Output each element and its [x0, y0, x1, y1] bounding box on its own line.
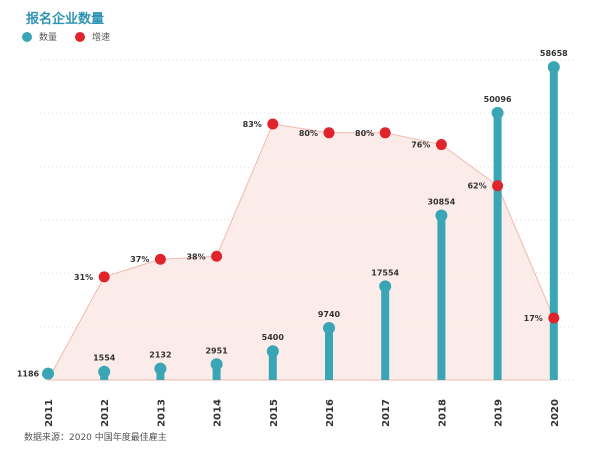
- x-tick-2013: 2013: [156, 399, 167, 427]
- growth-point-2012: [98, 271, 110, 283]
- growth-point-2016: [323, 127, 335, 139]
- count-label-2018: 30854: [427, 197, 455, 206]
- legend-count-label: 数量: [39, 33, 58, 43]
- growth-point-2014: [211, 250, 223, 262]
- count-label-2019: 50096: [484, 95, 512, 104]
- count-label-2013: 2132: [149, 351, 171, 360]
- source-note: 数据来源：2020 中国年度最佳雇主: [24, 433, 167, 443]
- x-tick-2019: 2019: [494, 399, 505, 427]
- count-point-2013: [154, 362, 167, 375]
- growth-label-2014: 38%: [186, 252, 205, 261]
- growth-point-2017: [379, 127, 391, 139]
- growth-point-2013: [154, 253, 166, 265]
- count-label-2014: 2951: [205, 346, 228, 355]
- x-tick-2017: 2017: [381, 399, 392, 427]
- count-bar-2018: [437, 215, 446, 380]
- count-point-2019: [491, 106, 504, 119]
- count-label-2016: 9740: [318, 310, 341, 319]
- legend-growth-swatch: [75, 31, 86, 42]
- count-bar-2014: [212, 364, 221, 380]
- count-label-2011: 1186: [17, 370, 40, 379]
- x-tick-2014: 2014: [213, 399, 224, 427]
- x-tick-2012: 2012: [100, 399, 111, 427]
- count-point-2015: [266, 345, 279, 358]
- growth-point-2019: [492, 180, 504, 192]
- count-point-2017: [379, 280, 392, 293]
- count-bar-2017: [381, 286, 390, 380]
- count-bar-2019: [493, 112, 502, 380]
- count-label-2015: 5400: [262, 333, 285, 342]
- growth-label-2013: 37%: [130, 255, 149, 264]
- count-bar-2020: [549, 67, 558, 380]
- growth-label-2018: 76%: [411, 141, 430, 150]
- growth-area: [47, 123, 555, 381]
- x-tick-2011: 2011: [44, 399, 55, 427]
- growth-point-2020: [548, 312, 560, 324]
- x-tick-2018: 2018: [437, 399, 448, 427]
- growth-label-2017: 80%: [355, 129, 374, 138]
- growth-label-2020: 17%: [524, 314, 543, 323]
- count-bar-2015: [268, 351, 277, 380]
- x-tick-2020: 2020: [550, 399, 561, 427]
- count-point-2016: [323, 322, 335, 335]
- x-tick-2016: 2016: [325, 399, 336, 427]
- count-label-2017: 17554: [371, 268, 399, 277]
- count-label-2020: 58658: [540, 49, 568, 58]
- growth-label-2015: 83%: [243, 120, 262, 129]
- legend-count-swatch: [22, 31, 32, 42]
- legend-item-growth: 增速: [75, 30, 110, 43]
- legend-growth-label: 增速: [92, 33, 111, 43]
- count-label-2012: 1554: [93, 354, 116, 363]
- growth-label-2019: 62%: [467, 182, 486, 191]
- growth-label-2012: 31%: [74, 273, 93, 282]
- count-bar-2016: [325, 328, 333, 380]
- legend: 数量 增速: [22, 30, 128, 43]
- count-point-2012: [98, 365, 111, 378]
- growth-label-2016: 80%: [299, 129, 318, 138]
- chart-title: 报名企业数量: [26, 12, 105, 27]
- count-point-2011: [42, 367, 54, 380]
- count-point-2014: [210, 358, 223, 371]
- x-tick-2015: 2015: [269, 399, 280, 427]
- count-point-2020: [547, 61, 560, 74]
- legend-item-count: 数量: [22, 30, 57, 43]
- growth-point-2018: [435, 139, 447, 151]
- growth-point-2015: [267, 118, 279, 130]
- count-point-2018: [435, 209, 448, 222]
